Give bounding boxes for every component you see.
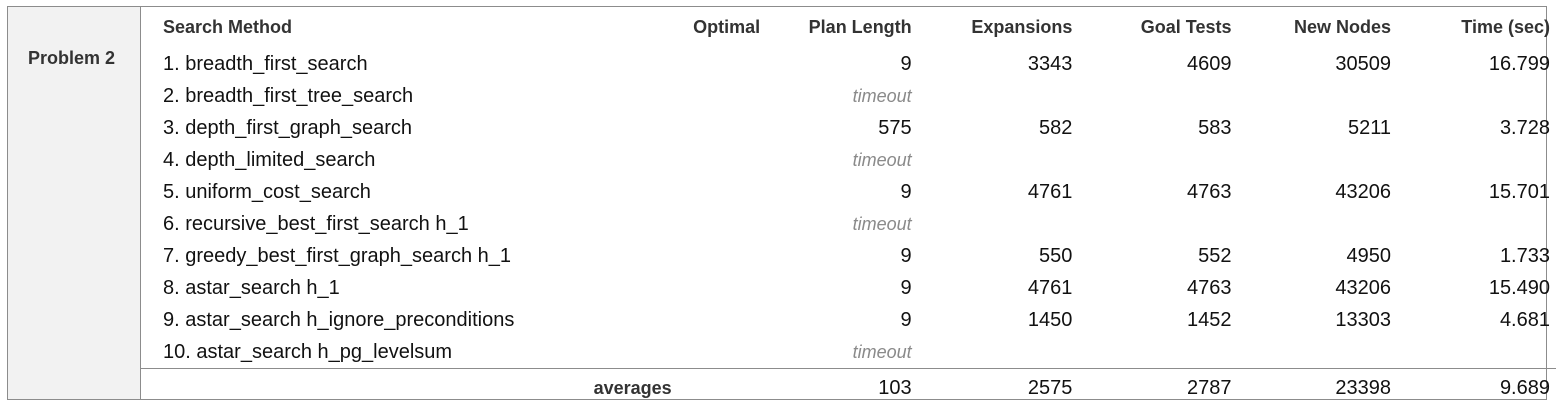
header-new-nodes: New Nodes [1231,6,1391,48]
averages-new-nodes: 23398 [1231,369,1391,407]
cell-plan-length: timeout [760,144,912,176]
table-row: 6. recursive_best_first_search h_1 timeou… [141,208,1556,240]
cell-time: 15.490 [1391,272,1556,304]
header-row: Search Method Optimal Plan Length Expans… [141,6,1556,48]
cell-optimal [672,208,760,240]
cell-new-nodes: 4950 [1231,240,1391,272]
cell-new-nodes: 5211 [1231,112,1391,144]
averages-time: 9.689 [1391,369,1556,407]
table-row: 10. astar_search h_pg_levelsum timeout [141,336,1556,369]
cell-time [1391,144,1556,176]
cell-expansions: 3343 [912,48,1073,80]
cell-expansions: 550 [912,240,1073,272]
cell-optimal [672,48,760,80]
header-optimal: Optimal [672,6,760,48]
averages-plan-length: 103 [760,369,912,407]
averages-goal-tests: 2787 [1072,369,1231,407]
cell-plan-length: 575 [760,112,912,144]
results-table: Search Method Optimal Plan Length Expans… [141,6,1556,407]
header-search-method: Search Method [141,6,672,48]
cell-optimal [672,80,760,112]
cell-plan-length: timeout [760,336,912,369]
cell-goal-tests [1072,80,1231,112]
cell-new-nodes: 30509 [1231,48,1391,80]
cell-plan-length: 9 [760,272,912,304]
header-plan-length: Plan Length [760,6,912,48]
cell-time: 1.733 [1391,240,1556,272]
cell-time: 4.681 [1391,304,1556,336]
table-row: 2. breadth_first_tree_search timeout [141,80,1556,112]
averages-label: averages [141,369,672,407]
cell-method: 3. depth_first_graph_search [141,112,672,144]
header-time: Time (sec) [1391,6,1556,48]
cell-optimal [672,336,760,369]
cell-expansions: 4761 [912,272,1073,304]
cell-expansions: 582 [912,112,1073,144]
cell-time [1391,80,1556,112]
cell-plan-length: 9 [760,240,912,272]
cell-goal-tests [1072,144,1231,176]
cell-goal-tests: 552 [1072,240,1231,272]
cell-method: 8. astar_search h_1 [141,272,672,304]
cell-method: 5. uniform_cost_search [141,176,672,208]
averages-optimal [672,369,760,407]
cell-goal-tests: 583 [1072,112,1231,144]
cell-plan-length: timeout [760,80,912,112]
cell-new-nodes [1231,144,1391,176]
averages-row: averages 103 2575 2787 23398 9.689 [141,369,1556,407]
cell-optimal [672,304,760,336]
cell-method: 10. astar_search h_pg_levelsum [141,336,672,369]
cell-new-nodes [1231,208,1391,240]
cell-goal-tests [1072,208,1231,240]
cell-expansions [912,336,1073,369]
header-expansions: Expansions [912,6,1073,48]
cell-expansions: 1450 [912,304,1073,336]
cell-goal-tests: 4763 [1072,176,1231,208]
cell-optimal [672,144,760,176]
cell-new-nodes: 13303 [1231,304,1391,336]
cell-expansions [912,80,1073,112]
cell-optimal [672,112,760,144]
cell-method: 1. breadth_first_search [141,48,672,80]
cell-plan-length: 9 [760,176,912,208]
cell-expansions: 4761 [912,176,1073,208]
cell-method: 2. breadth_first_tree_search [141,80,672,112]
cell-plan-length: 9 [760,304,912,336]
cell-method: 7. greedy_best_first_graph_search h_1 [141,240,672,272]
cell-goal-tests: 1452 [1072,304,1231,336]
cell-new-nodes [1231,336,1391,369]
cell-method: 6. recursive_best_first_search h_1 [141,208,672,240]
cell-new-nodes [1231,80,1391,112]
cell-new-nodes: 43206 [1231,272,1391,304]
cell-optimal [672,272,760,304]
cell-optimal [672,176,760,208]
cell-new-nodes: 43206 [1231,176,1391,208]
cell-time: 3.728 [1391,112,1556,144]
problem-label: Problem 2 [28,48,115,69]
cell-time [1391,208,1556,240]
table-row: 4. depth_limited_search timeout [141,144,1556,176]
cell-expansions [912,208,1073,240]
cell-goal-tests: 4763 [1072,272,1231,304]
cell-time: 15.701 [1391,176,1556,208]
cell-goal-tests: 4609 [1072,48,1231,80]
cell-time: 16.799 [1391,48,1556,80]
cell-plan-length: 9 [760,48,912,80]
cell-plan-length: timeout [760,208,912,240]
cell-expansions [912,144,1073,176]
cell-method: 4. depth_limited_search [141,144,672,176]
cell-optimal [672,240,760,272]
cell-time [1391,336,1556,369]
averages-expansions: 2575 [912,369,1073,407]
header-goal-tests: Goal Tests [1072,6,1231,48]
cell-goal-tests [1072,336,1231,369]
cell-method: 9. astar_search h_ignore_preconditions [141,304,672,336]
